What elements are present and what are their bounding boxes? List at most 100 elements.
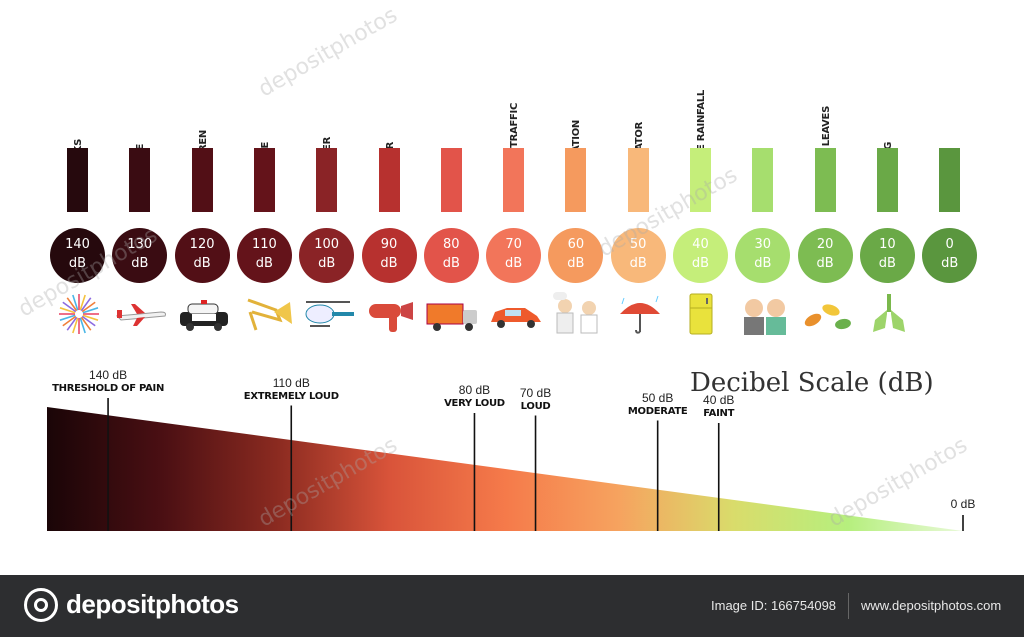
scale-marker-name: Loud — [520, 400, 551, 412]
scale-marker-value: 50 dB — [641, 390, 674, 405]
truck-icon — [423, 290, 483, 338]
sound-source-4: Helicopter100dB — [296, 60, 360, 350]
scale-marker-value: 40 dB — [703, 393, 735, 407]
footer-image-id: Image ID: 166754098 — [711, 598, 837, 613]
scale-marker-value: 80 dB — [458, 383, 491, 397]
db-value: 100 — [314, 237, 340, 252]
fireworks-icon — [49, 290, 109, 338]
db-circle: 70 dB — [486, 228, 542, 283]
db-circle: 60 dB — [548, 228, 604, 283]
footer-brand[interactable]: depositphotos — [66, 589, 239, 619]
level-bar — [814, 148, 836, 212]
level-bar — [129, 148, 151, 212]
trombone-icon — [236, 290, 296, 338]
sound-source-2: Police Siren120dB — [172, 60, 236, 350]
db-circle: 30 dB — [735, 228, 791, 283]
level-bar — [503, 148, 525, 212]
footer-divider — [848, 593, 849, 619]
db-value: 120 — [189, 237, 215, 252]
level-bar — [378, 148, 400, 212]
db-unit: dB — [567, 256, 585, 271]
scale-marker-value: 140 dB — [89, 368, 128, 382]
decibel-wedge — [47, 398, 964, 531]
db-circle: 50 dB — [610, 228, 666, 283]
level-bar — [690, 148, 711, 212]
scale-marker-name: Moderate — [627, 405, 688, 417]
hairdryer-icon — [361, 290, 421, 338]
db-unit: dB — [505, 256, 523, 271]
sound-source-6: Truck80dB — [421, 60, 485, 350]
db-circle: 20 dB — [797, 228, 853, 283]
depositphotos-logo-icon[interactable] — [24, 588, 58, 622]
level-bar — [752, 148, 774, 212]
footer-bar: depositphotos Image ID: 166754098 www.de… — [0, 575, 1024, 637]
db-value: 40 — [692, 237, 709, 252]
db-value: 20 — [816, 237, 834, 252]
level-bar — [191, 148, 213, 212]
refrigerator-icon — [610, 290, 670, 338]
scale-marker-name: Very loud — [444, 398, 505, 409]
scale-marker-value: 70 dB — [519, 385, 552, 400]
level-bar — [440, 148, 462, 212]
db-unit: dB — [193, 256, 211, 271]
db-circle: 120 dB — [174, 228, 230, 283]
sound-source-13: Breathing10dB — [857, 60, 921, 350]
infographic: Fireworks140dBJet Engine130dBPolice Sire… — [14, 3, 983, 532]
scale-marker-value: 0 dB — [950, 497, 976, 511]
db-circle: 80 dB — [423, 228, 479, 283]
level-bar — [67, 148, 88, 212]
car-icon — [485, 290, 545, 338]
sound-source-10: Moderate Rainfall 40 dB — [670, 60, 734, 350]
sound-source-1: Jet Engine130dB — [109, 60, 173, 350]
umbrella-rain-icon — [672, 290, 732, 338]
db-unit: dB — [442, 256, 460, 271]
db-unit: dB — [380, 256, 398, 271]
db-unit: dB — [255, 256, 273, 271]
db-value: 130 — [127, 237, 153, 252]
db-value: 70 — [505, 237, 522, 252]
db-unit: dB — [754, 256, 772, 271]
db-unit: dB — [816, 256, 834, 271]
airplane-icon — [111, 290, 171, 338]
sound-source-8: Conversation60dB — [545, 60, 609, 350]
db-circle: 10 dB — [859, 228, 915, 283]
db-circle: 110 dB — [236, 228, 292, 283]
db-unit: dB — [691, 256, 710, 271]
sound-source-11: Whisper30dB — [732, 60, 796, 350]
whisper-icon — [734, 290, 794, 338]
scale-marker-name: Faint — [703, 408, 735, 419]
db-circle: 140 dB — [50, 228, 105, 283]
db-circle: 130 dB — [112, 228, 168, 283]
sound-source-12: Rustling Leaves20dB — [795, 60, 859, 350]
sound-source-7: Car, City Traffic70dB — [483, 60, 547, 350]
db-value: 60 — [567, 237, 585, 252]
lungs-icon — [859, 290, 919, 338]
leaves-icon — [797, 290, 857, 338]
db-unit: dB — [131, 256, 149, 271]
db-value: 90 — [380, 237, 398, 252]
scale-marker-name: Extremely loud — [243, 390, 339, 402]
scale-title: Decibel Scale (dB) — [690, 368, 934, 398]
decibel-gradient-wedge — [47, 407, 963, 531]
db-circle: 0 dB — [922, 228, 978, 283]
db-unit: dB — [68, 256, 87, 271]
level-bar — [876, 148, 898, 212]
scale-marker-value: 110 dB — [272, 375, 310, 390]
conversation-icon — [547, 290, 607, 338]
db-circle: 40 dB — [673, 228, 728, 283]
db-unit: dB — [318, 256, 336, 271]
scale-marker-name: Threshold of pain — [52, 383, 165, 394]
level-bar — [939, 148, 961, 212]
footer-url[interactable]: www.depositphotos.com — [861, 598, 1002, 613]
db-value: 50 — [629, 237, 647, 252]
db-value: 80 — [443, 237, 460, 252]
sound-source-14: 0 dB — [919, 60, 983, 350]
level-bar — [565, 148, 587, 212]
sound-source-5: Hairdryer90dB — [359, 60, 423, 350]
sound-source-0: Fireworks140dB — [47, 60, 111, 350]
sound-source-3: Trombone110dB — [234, 60, 298, 350]
level-bar — [253, 148, 275, 212]
db-unit: dB — [629, 256, 647, 271]
db-value: 140 — [65, 237, 90, 252]
helicopter-icon — [298, 290, 358, 338]
